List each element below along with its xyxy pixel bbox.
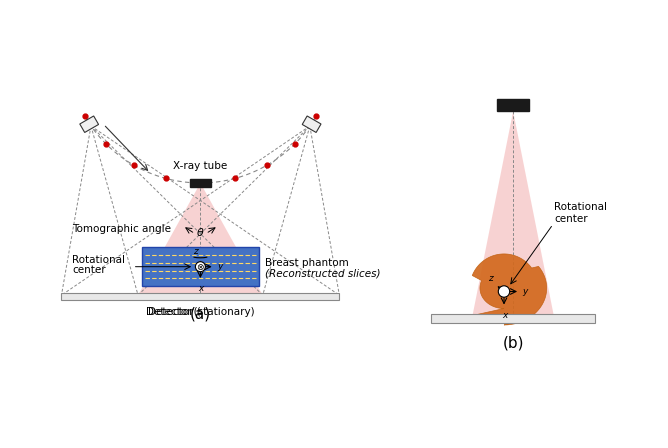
Text: (Reconstructed slices): (Reconstructed slices): [265, 269, 380, 279]
Polygon shape: [138, 183, 263, 295]
Text: Detector (: Detector (: [148, 307, 200, 317]
Text: $\otimes$: $\otimes$: [196, 262, 205, 271]
Circle shape: [498, 286, 510, 297]
Polygon shape: [302, 116, 321, 133]
Text: y: y: [522, 287, 528, 296]
Text: z: z: [194, 247, 198, 256]
Bar: [61, 293, 339, 300]
Text: Tomographic angle: Tomographic angle: [72, 224, 171, 234]
Circle shape: [196, 262, 205, 271]
Text: $\theta$: $\theta$: [196, 226, 204, 238]
Polygon shape: [79, 116, 99, 133]
Text: Detector (stationary): Detector (stationary): [146, 307, 255, 317]
Text: X-ray tube: X-ray tube: [173, 160, 228, 171]
Text: center: center: [72, 265, 106, 275]
Text: y: y: [217, 262, 222, 271]
Bar: [190, 178, 211, 186]
Polygon shape: [472, 111, 554, 318]
Text: Rotational: Rotational: [72, 254, 125, 265]
Text: (b): (b): [502, 336, 524, 351]
Polygon shape: [468, 254, 546, 325]
Text: Breast phantom: Breast phantom: [265, 258, 348, 268]
Text: Rotational
center: Rotational center: [554, 202, 607, 224]
Bar: [497, 99, 529, 111]
Text: x: x: [502, 311, 508, 320]
Bar: [142, 247, 259, 286]
Text: x: x: [198, 284, 204, 293]
Text: z: z: [488, 274, 493, 283]
Bar: [431, 314, 595, 323]
Text: (a): (a): [190, 306, 211, 321]
